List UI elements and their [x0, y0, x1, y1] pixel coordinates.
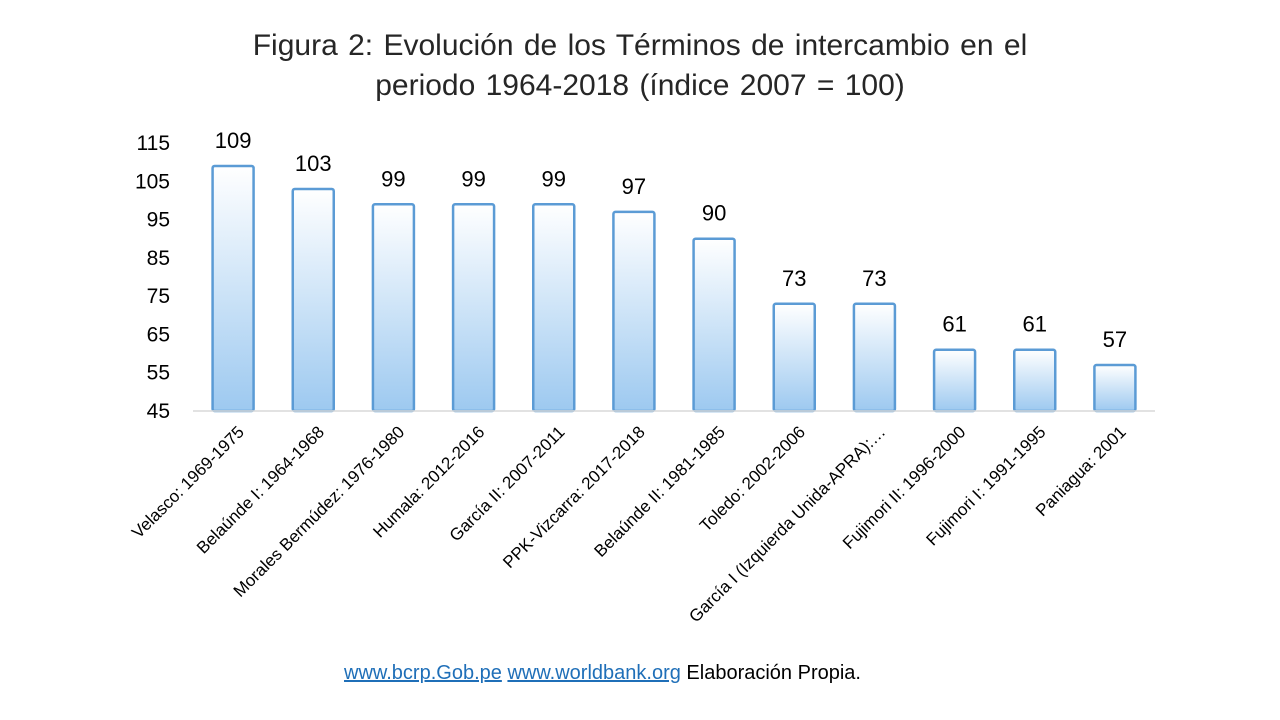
- bar: [612, 210, 656, 413]
- data-label: 99: [542, 166, 566, 191]
- bar: [1093, 363, 1137, 413]
- bar: [932, 348, 977, 413]
- y-tick-label: 115: [137, 132, 170, 155]
- footer-text: Elaboración Propia.: [686, 662, 861, 684]
- bar: [1013, 348, 1057, 413]
- data-labels: 109 103 99 99 99 97 90 73 73 61 61 57: [215, 128, 1127, 352]
- bar: [371, 203, 416, 413]
- data-label: 73: [862, 266, 886, 291]
- bar: [852, 302, 897, 413]
- data-label: 61: [1023, 312, 1047, 337]
- data-label: 103: [295, 151, 332, 176]
- chart-title-line-1: Figura 2: Evolución de los Términos de i…: [252, 29, 1028, 62]
- source-footer: www.bcrp.Gob.pe www.worldbank.org Elabor…: [0, 662, 1205, 685]
- data-label: 99: [381, 166, 405, 191]
- bar: [291, 187, 335, 413]
- bar: [451, 203, 496, 413]
- data-label: 73: [782, 266, 806, 291]
- bar: [772, 302, 816, 413]
- y-tick-label: 105: [135, 170, 170, 193]
- bar: [692, 237, 736, 413]
- bcrp-link[interactable]: www.bcrp.Gob.pe: [344, 662, 502, 684]
- y-tick-label: 45: [147, 400, 170, 423]
- y-tick-label: 65: [147, 323, 170, 346]
- worldbank-link[interactable]: www.worldbank.org: [507, 662, 681, 684]
- data-label: 61: [942, 312, 966, 337]
- data-label: 57: [1103, 327, 1127, 352]
- data-label: 109: [215, 128, 252, 153]
- chart-title-line-2: periodo 1964-2018 (índice 2007 = 100): [375, 69, 905, 102]
- y-tick-label: 75: [147, 285, 170, 308]
- y-tick-label: 85: [147, 247, 170, 270]
- x-tick-label: Belaúnde II: 1981-1985: [590, 422, 728, 560]
- x-tick-label: PPK-Vizcarra: 2017-2018: [499, 422, 649, 572]
- y-tick-label: 55: [147, 362, 170, 385]
- chart-title: Figura 2: Evolución de los Términos de i…: [0, 26, 1280, 106]
- x-tick-label: Morales Bermúdez: 1976-1980: [230, 422, 408, 600]
- bar: [532, 203, 576, 413]
- bar: [211, 164, 255, 413]
- y-axis-tick-labels: 45 55 65 75 85 95 105 115: [135, 132, 170, 423]
- data-label: 97: [622, 174, 646, 199]
- bars: [211, 164, 1137, 413]
- data-label: 90: [702, 201, 726, 226]
- data-label: 99: [461, 166, 485, 191]
- y-tick-label: 95: [147, 209, 170, 232]
